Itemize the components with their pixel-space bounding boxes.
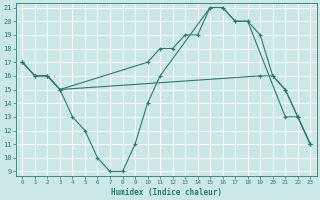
- X-axis label: Humidex (Indice chaleur): Humidex (Indice chaleur): [111, 188, 222, 197]
